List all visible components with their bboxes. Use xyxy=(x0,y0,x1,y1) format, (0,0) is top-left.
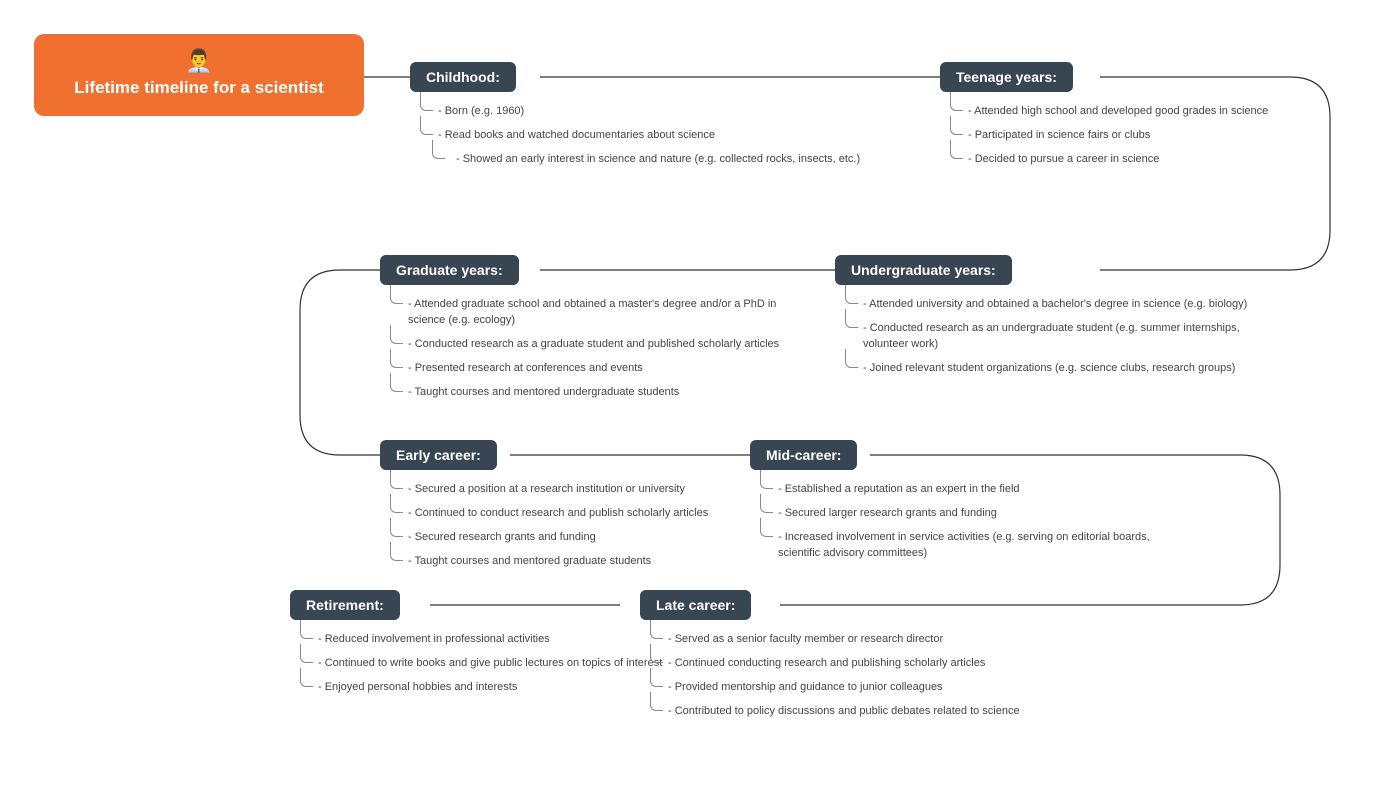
node-item: - Increased involvement in service activ… xyxy=(750,526,1180,566)
node-item: - Secured larger research grants and fun… xyxy=(750,502,1180,526)
person-icon: 👨‍💼 xyxy=(56,48,342,74)
node-item: - Secured research grants and funding xyxy=(380,526,750,550)
timeline-node-teenage: Teenage years: - Attended high school and… xyxy=(940,62,1340,172)
node-item: - Showed an early interest in science an… xyxy=(428,148,910,172)
node-item: - Taught courses and mentored undergradu… xyxy=(380,381,810,405)
node-title-early: Early career: xyxy=(380,440,497,470)
node-items-mid: - Established a reputation as an expert … xyxy=(750,478,1180,566)
node-item: - Presented research at conferences and … xyxy=(380,357,810,381)
node-item: - Established a reputation as an expert … xyxy=(750,478,1180,502)
timeline-node-undergrad: Undergraduate years: - Attended universit… xyxy=(835,255,1285,381)
node-item: - Contributed to policy discussions and … xyxy=(640,700,1070,724)
node-title-retirement: Retirement: xyxy=(290,590,400,620)
node-item: - Continued conducting research and publ… xyxy=(640,652,1070,676)
node-title-mid: Mid-career: xyxy=(750,440,857,470)
diagram-title-label: Lifetime timeline for a scientist xyxy=(74,78,323,97)
node-item: - Continued to write books and give publ… xyxy=(290,652,690,676)
node-item: - Decided to pursue a career in science xyxy=(940,148,1340,172)
node-title-undergrad: Undergraduate years: xyxy=(835,255,1012,285)
timeline-node-graduate: Graduate years: - Attended graduate schoo… xyxy=(380,255,810,405)
node-item: - Served as a senior faculty member or r… xyxy=(640,628,1070,652)
node-items-childhood: - Born (e.g. 1960)- Read books and watch… xyxy=(410,100,910,172)
diagram-title-card: 👨‍💼 Lifetime timeline for a scientist xyxy=(34,34,364,116)
node-items-early: - Secured a position at a research insti… xyxy=(380,478,750,574)
node-title-graduate: Graduate years: xyxy=(380,255,519,285)
node-item: - Continued to conduct research and publ… xyxy=(380,502,750,526)
node-item: - Secured a position at a research insti… xyxy=(380,478,750,502)
timeline-node-early: Early career: - Secured a position at a r… xyxy=(380,440,750,574)
node-item: - Participated in science fairs or clubs xyxy=(940,124,1340,148)
node-item: - Enjoyed personal hobbies and interests xyxy=(290,676,690,700)
node-title-late: Late career: xyxy=(640,590,751,620)
node-item: - Read books and watched documentaries a… xyxy=(410,124,910,148)
node-item: - Provided mentorship and guidance to ju… xyxy=(640,676,1070,700)
node-item: - Taught courses and mentored graduate s… xyxy=(380,550,750,574)
timeline-node-retirement: Retirement: - Reduced involvement in prof… xyxy=(290,590,690,700)
timeline-node-late: Late career: - Served as a senior faculty… xyxy=(640,590,1070,724)
node-item: - Conducted research as an undergraduate… xyxy=(835,317,1285,357)
node-item: - Conducted research as a graduate stude… xyxy=(380,333,810,357)
node-item: - Joined relevant student organizations … xyxy=(835,357,1285,381)
node-item: - Reduced involvement in professional ac… xyxy=(290,628,690,652)
node-item: - Attended university and obtained a bac… xyxy=(835,293,1285,317)
node-items-late: - Served as a senior faculty member or r… xyxy=(640,628,1070,724)
connector-path xyxy=(300,270,380,455)
node-item: - Born (e.g. 1960) xyxy=(410,100,910,124)
timeline-node-childhood: Childhood: - Born (e.g. 1960)- Read books… xyxy=(410,62,910,172)
node-item: - Attended high school and developed goo… xyxy=(940,100,1340,124)
node-items-graduate: - Attended graduate school and obtained … xyxy=(380,293,810,405)
timeline-node-mid: Mid-career: - Established a reputation as… xyxy=(750,440,1180,566)
node-title-teenage: Teenage years: xyxy=(940,62,1073,92)
node-items-teenage: - Attended high school and developed goo… xyxy=(940,100,1340,172)
node-item: - Attended graduate school and obtained … xyxy=(380,293,810,333)
node-items-retirement: - Reduced involvement in professional ac… xyxy=(290,628,690,700)
node-items-undergrad: - Attended university and obtained a bac… xyxy=(835,293,1285,381)
node-title-childhood: Childhood: xyxy=(410,62,516,92)
